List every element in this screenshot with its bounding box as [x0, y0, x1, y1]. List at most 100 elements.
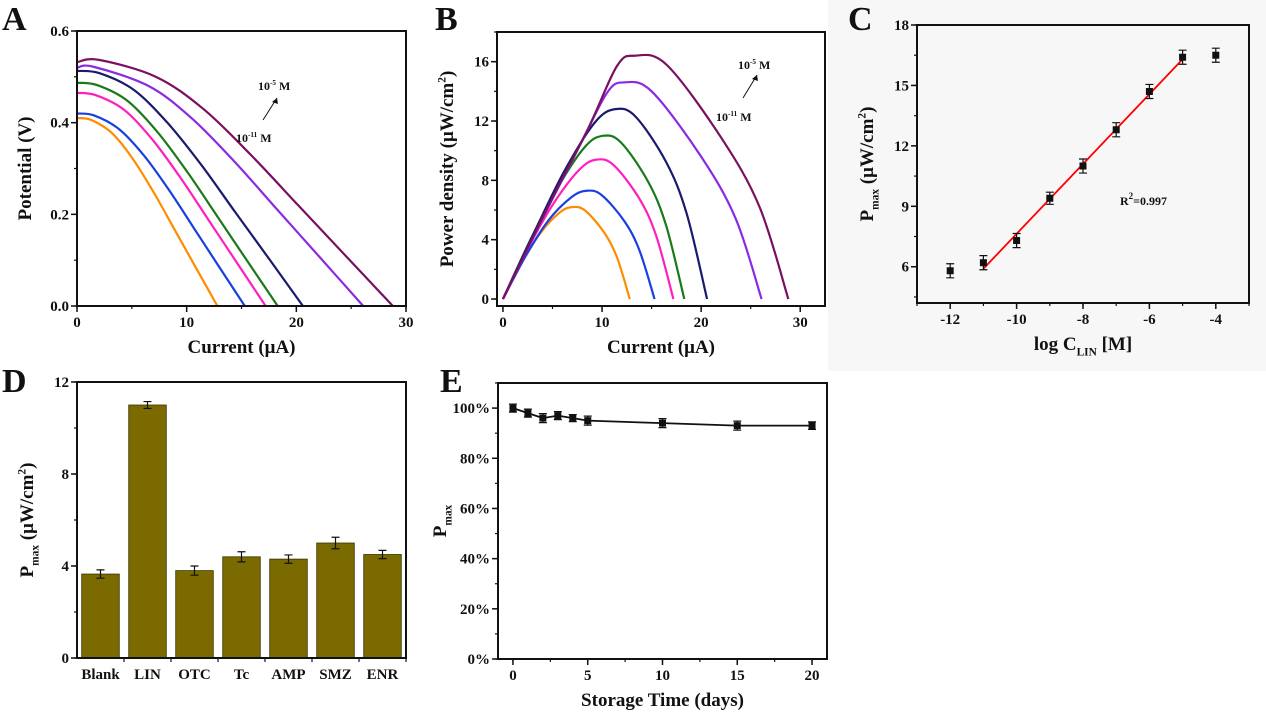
panel-a-annotation-low: 10-11 M: [236, 131, 272, 145]
panel-e-xlabel-part: Storage Time (days): [581, 690, 744, 711]
panel-a-xtick-label: 20: [289, 315, 304, 331]
panel-a-ytick-label: 0.4: [50, 116, 69, 132]
panel-e-frame: [497, 382, 828, 660]
panel-d-errorbar: [96, 569, 105, 579]
panel-c-ylabel-part: max: [870, 189, 882, 210]
panel-c-r-squared-part: R: [1120, 194, 1129, 208]
panel-a-annotation-high: 10-5 M: [258, 79, 290, 93]
panel-a-annotation-low-part: 10: [236, 131, 248, 145]
panel-d-ylabel-part: max: [30, 545, 42, 566]
panel-b-ylabel: Power density (μW/cm2): [436, 71, 458, 268]
panel-b-curve-1: [501, 205, 631, 300]
panel-c-ytick-label: 9: [902, 199, 910, 215]
panel-b-annotation-low: 10-11 M: [716, 110, 752, 124]
panel-c-xtick-label: -6: [1143, 312, 1156, 328]
panel-b-annotation-low-part: M: [737, 110, 751, 124]
panel-b-annotation-high-part: M: [756, 58, 770, 72]
panel-d-xtick-label: ENR: [367, 667, 399, 683]
panel-c-point: [946, 267, 954, 275]
panel-a-ylabel: Potential (V): [15, 117, 36, 221]
panel-c-r-squared-part: 2: [1129, 191, 1134, 201]
panel-c-ytick-label: 12: [894, 139, 909, 155]
panel-c-xlabel-part: [M]: [1097, 334, 1132, 355]
panel-letter-a: A: [2, 1, 27, 38]
panel-d-bar-otc: [175, 570, 214, 659]
panel-c-ylabel-part: ): [857, 107, 878, 113]
panel-d-xtick-label: AMP: [271, 667, 305, 683]
panel-letter-e: E: [440, 363, 463, 400]
panel-c-point: [1145, 87, 1153, 95]
panel-d-ylabel-part: 2: [16, 469, 28, 475]
panel-c-xlabel: log CLIN [M]: [1034, 334, 1132, 359]
panel-b-ytick-label: 16: [474, 55, 490, 71]
panel-b-xlabel: Current (μA): [607, 337, 715, 358]
panel-e-ytick-label: 20%: [460, 602, 490, 618]
panel-d-ylabel-part: (μW/cm: [17, 474, 38, 545]
panel-d-ylabel-part: ): [17, 463, 38, 469]
panel-c-point: [1046, 194, 1054, 202]
panel-b-frame: [496, 31, 826, 307]
panel-a-curve-7: [76, 58, 394, 307]
panel-d-bar-amp: [269, 558, 308, 659]
panel-e-ytick-label: 40%: [460, 552, 490, 568]
panel-c-xtick-label: -8: [1077, 312, 1090, 328]
panel-d-errorbar: [190, 565, 199, 576]
panel-b-ytick-label: 12: [474, 114, 489, 130]
panel-e-ytick-label: 0%: [468, 652, 491, 668]
panel-c-point: [1112, 126, 1120, 134]
panel-a-curve-6: [76, 64, 365, 307]
panel-c-xlabel-part: log C: [1034, 334, 1077, 355]
panel-e-ytick-label: 80%: [460, 451, 490, 467]
panel-e-ylabel: Pmax: [430, 504, 455, 537]
panel-e-point: [509, 404, 517, 412]
panel-d-xtick-label: SMZ: [319, 667, 352, 683]
panel-d-errorbar: [143, 400, 152, 410]
panel-a-ylabel-part: Potential (V): [15, 117, 36, 221]
panel-c-ylabel-part: P: [857, 209, 878, 221]
panel-c-point: [1212, 51, 1220, 59]
panel-c-ytick-label: 15: [894, 78, 909, 94]
panel-a-curve-5: [76, 69, 304, 307]
panel-c-ylabel-part: 2: [856, 113, 868, 119]
panel-d-xtick-label: LIN: [134, 667, 161, 683]
panel-c-point: [979, 259, 987, 267]
panel-d-ytick-label: 0: [62, 651, 70, 667]
panel-d-bar-blank: [81, 573, 120, 659]
panel-a-curve-3: [76, 91, 267, 307]
panel-c-xlabel-part: LIN: [1077, 347, 1098, 359]
panel-e-ylabel-part: max: [443, 504, 455, 525]
panel-c-background: [828, 0, 1266, 371]
panel-d-ytick-label: 4: [62, 559, 70, 575]
panel-c-point: [1013, 237, 1021, 245]
panel-e-point: [524, 409, 532, 417]
panel-a-annotation-high-part: M: [276, 79, 290, 93]
panel-e-point: [584, 417, 592, 425]
panel-c-r-squared: R2=0.997: [1120, 191, 1167, 208]
panel-b-xtick-label: 10: [595, 315, 610, 331]
panel-c-xtick-label: -4: [1210, 312, 1223, 328]
panel-a-xtick-label: 0: [73, 315, 81, 331]
panel-c-ytick-label: 6: [902, 260, 910, 276]
panel-d-xtick-label: OTC: [178, 667, 211, 683]
panel-e-point: [539, 414, 547, 422]
panel-d-errorbar: [378, 549, 387, 560]
panel-a-xlabel-part: Current (μA): [187, 337, 295, 358]
panel-d-bar-smz: [316, 542, 355, 659]
panel-c-xtick-label: -12: [940, 312, 960, 328]
panel-b-annotation-high-part: 10: [738, 58, 750, 72]
panel-a-ytick-label: 0.0: [50, 299, 69, 315]
panel-d-ylabel: Pmax (μW/cm2): [16, 463, 41, 578]
panel-b-arrowhead-icon: [752, 75, 758, 81]
panel-b-curve-5: [501, 107, 709, 300]
panel-c-ylabel: Pmax (μW/cm2): [856, 107, 881, 222]
panel-b-curve-7: [501, 53, 790, 300]
panel-letter-d: D: [2, 363, 27, 400]
panel-a-curve-4: [76, 81, 279, 307]
panel-a-xtick-label: 10: [179, 315, 194, 331]
panel-e-xtick-label: 5: [584, 668, 592, 684]
panel-e-ylabel-part: P: [430, 525, 451, 537]
panel-d-xtick-label: Blank: [81, 667, 120, 683]
panel-d-frame: [76, 381, 407, 659]
panel-c-xtick-label: -10: [1007, 312, 1027, 328]
panel-c-point: [1079, 162, 1087, 170]
